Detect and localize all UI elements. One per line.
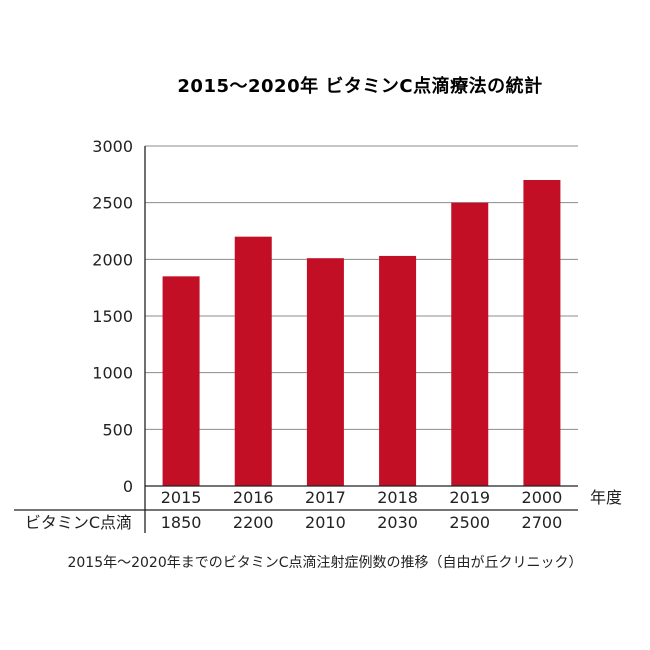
- data-table-values: 1850 2200 2010 2030 2500 2700: [161, 513, 563, 532]
- bar: [162, 276, 200, 486]
- y-tick-label: 1500: [92, 307, 133, 326]
- x-tick-label: 2000: [522, 488, 563, 507]
- bar: [523, 180, 561, 486]
- x-axis-label: 年度: [590, 488, 622, 507]
- grid-lines: [145, 145, 578, 430]
- bar: [451, 202, 489, 486]
- data-value-label: 2200: [233, 513, 274, 532]
- bar: [234, 236, 272, 486]
- x-axis-categories: 2015 2016 2017 2018 2019 2000: [161, 488, 563, 507]
- x-tick-label: 2017: [305, 488, 346, 507]
- x-tick-label: 2015: [161, 488, 202, 507]
- data-value-label: 2700: [522, 513, 563, 532]
- data-value-label: 2030: [377, 513, 418, 532]
- data-value-label: 2500: [449, 513, 490, 532]
- bar: [379, 255, 417, 486]
- bars: [162, 180, 561, 486]
- chart-title: 2015〜2020年 ビタミンC点滴療法の統計: [177, 75, 542, 97]
- y-tick-label: 2500: [92, 194, 133, 213]
- bar: [306, 258, 344, 486]
- y-tick-label: 0: [123, 477, 133, 496]
- axes: [14, 146, 578, 533]
- y-tick-label: 500: [102, 420, 133, 439]
- y-axis-ticks: 0 500 1000 1500 2000 2500 3000: [92, 137, 133, 496]
- y-tick-label: 2000: [92, 250, 133, 269]
- data-value-label: 2010: [305, 513, 346, 532]
- x-tick-label: 2016: [233, 488, 274, 507]
- chart-caption: 2015年〜2020年までのビタミンC点滴注射症例数の推移（自由が丘クリニック）: [67, 555, 583, 571]
- y-tick-label: 1000: [92, 364, 133, 383]
- x-tick-label: 2018: [377, 488, 418, 507]
- series-row-label: ビタミンC点滴: [25, 513, 132, 532]
- x-tick-label: 2019: [449, 488, 490, 507]
- data-value-label: 1850: [161, 513, 202, 532]
- y-tick-label: 3000: [92, 137, 133, 156]
